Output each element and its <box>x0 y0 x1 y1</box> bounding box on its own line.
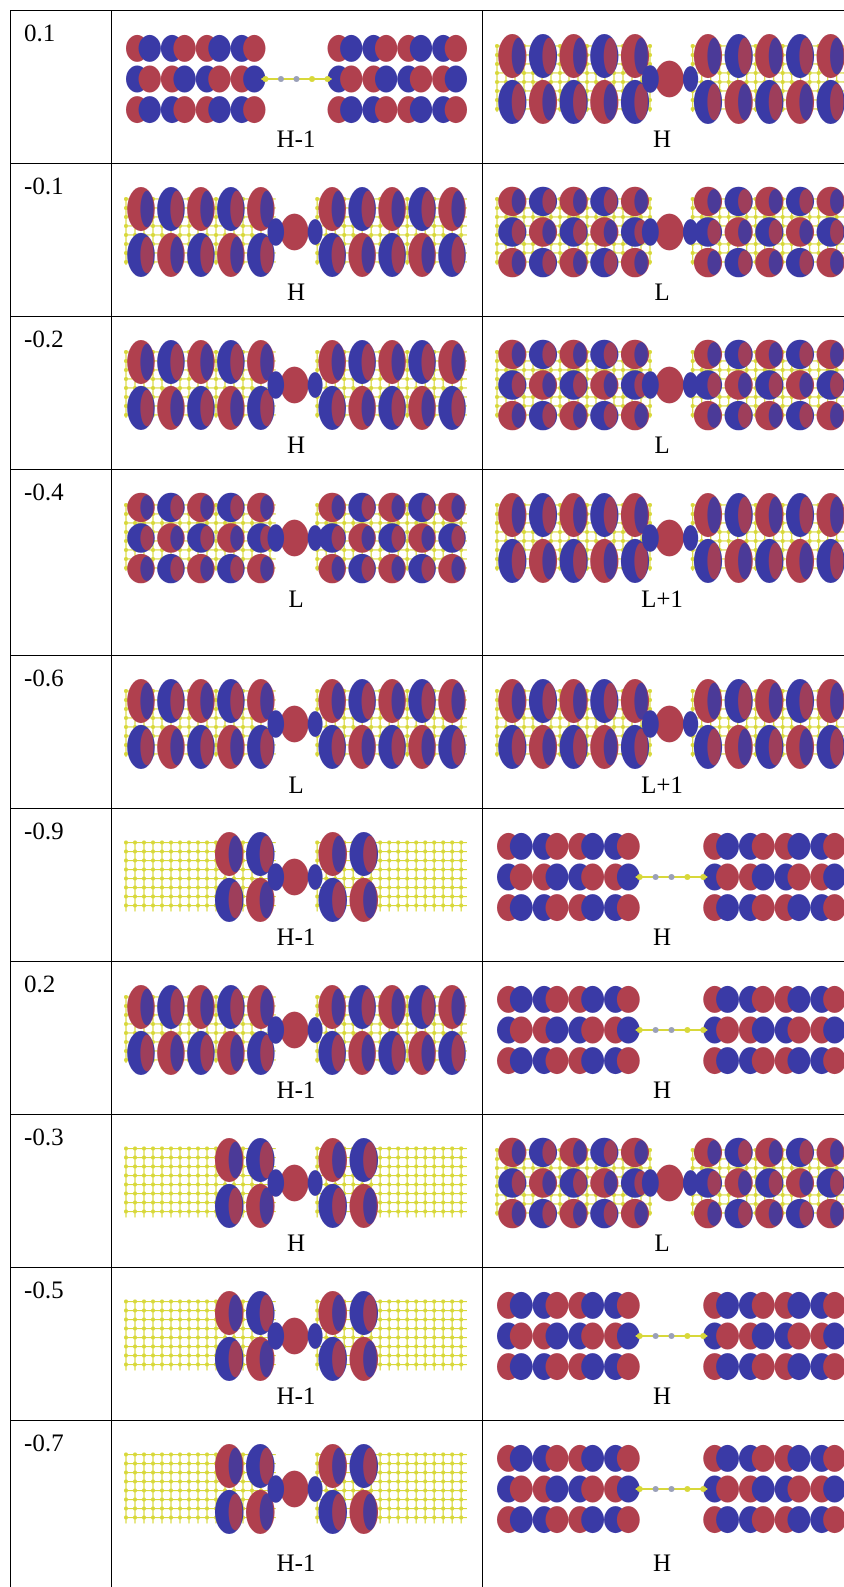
orbital-label: L+1 <box>641 772 683 799</box>
row-border-3 <box>10 469 844 470</box>
row-value: -0.4 <box>24 479 64 506</box>
row-value: -0.1 <box>24 173 64 200</box>
row-value: -0.9 <box>24 818 64 845</box>
row-value: -0.5 <box>24 1277 64 1304</box>
row-value: -0.2 <box>24 326 64 353</box>
orbital-isosurface-image <box>124 1290 467 1382</box>
row-border-4 <box>10 655 844 656</box>
orbital-isosurface-image <box>495 1137 844 1229</box>
orbital-label: L <box>288 772 304 799</box>
orbital-isosurface-image <box>124 492 467 584</box>
orbital-isosurface-image <box>124 186 467 278</box>
row-value: -0.6 <box>24 665 64 692</box>
orbital-isosurface-image <box>497 1291 844 1381</box>
orbital-isosurface-image <box>495 186 844 278</box>
orbital-isosurface-image <box>495 339 844 431</box>
orbital-label: L+1 <box>641 586 683 613</box>
column-border-0 <box>10 10 11 1587</box>
row-value: 0.1 <box>24 20 56 47</box>
orbital-label: H-1 <box>276 1383 316 1410</box>
orbital-isosurface-image <box>495 678 844 770</box>
orbital-isosurface-image <box>124 678 467 770</box>
row-border-2 <box>10 316 844 317</box>
row-border-0 <box>10 10 844 11</box>
orbital-isosurface-image <box>124 984 467 1076</box>
row-value: 0.2 <box>24 971 56 998</box>
orbital-isosurface-image <box>126 34 467 124</box>
orbital-isosurface-image <box>495 33 844 125</box>
orbital-isosurface-image <box>124 1443 467 1535</box>
orbital-label: L <box>654 432 670 459</box>
column-border-1 <box>111 10 112 1587</box>
row-border-9 <box>10 1420 844 1421</box>
orbital-label: L <box>288 586 304 613</box>
row-border-1 <box>10 163 844 164</box>
orbital-label: L <box>654 1230 670 1257</box>
orbital-label: H <box>286 1230 306 1257</box>
orbital-label: H-1 <box>276 924 316 951</box>
orbital-label: H-1 <box>276 1077 316 1104</box>
orbital-isosurface-image <box>497 985 844 1075</box>
orbital-label: H <box>286 432 306 459</box>
orbital-label: H <box>652 1077 672 1104</box>
orbital-label: H <box>652 126 672 153</box>
orbital-isosurface-image <box>124 831 467 923</box>
orbital-label: L <box>654 279 670 306</box>
orbital-label: H-1 <box>276 126 316 153</box>
column-border-2 <box>482 10 483 1587</box>
row-border-6 <box>10 961 844 962</box>
orbital-isosurface-image <box>124 339 467 431</box>
row-border-5 <box>10 808 844 809</box>
orbital-isosurface-image <box>497 1444 844 1534</box>
orbital-isosurface-image <box>495 492 844 584</box>
row-value: -0.3 <box>24 1124 64 1151</box>
orbital-label: H-1 <box>276 1550 316 1577</box>
orbital-isosurface-image <box>124 1137 467 1229</box>
orbital-label: H <box>652 1550 672 1577</box>
orbital-isosurface-image <box>497 832 844 922</box>
orbital-label: H <box>652 1383 672 1410</box>
row-border-8 <box>10 1267 844 1268</box>
row-border-7 <box>10 1114 844 1115</box>
row-value: -0.7 <box>24 1430 64 1457</box>
orbital-label: H <box>286 279 306 306</box>
orbital-label: H <box>652 924 672 951</box>
